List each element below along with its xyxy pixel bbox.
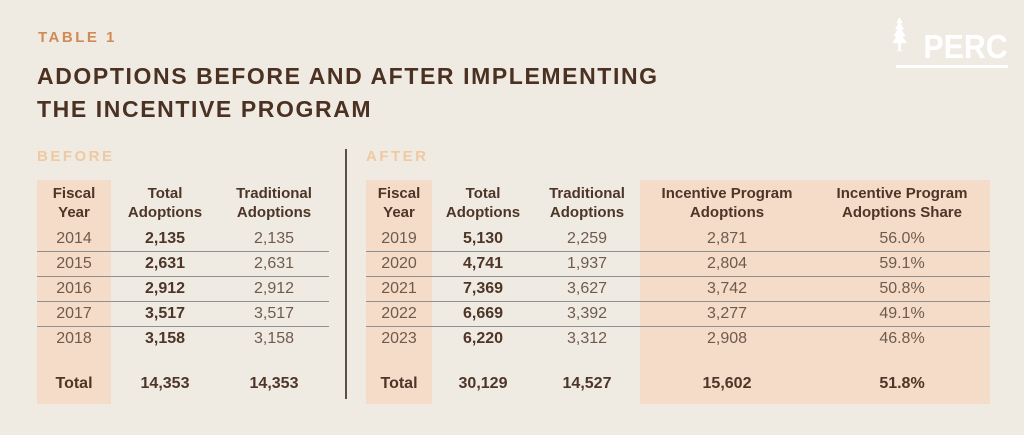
total-adoptions-total-cell: 14,353 [140, 375, 190, 392]
traditional-adoptions-cell: 1,937 [534, 252, 640, 277]
traditional-adoptions-cell: 2,135 [219, 227, 329, 252]
table-number-label: TABLE 1 [38, 29, 117, 46]
before-table: Fiscal Year Total Adoptions Traditional … [37, 180, 329, 404]
col-header-incentive-adoptions: Incentive Program Adoptions [640, 180, 814, 227]
total-adoptions-cell: 2,135 [111, 227, 219, 252]
total-adoptions-cell: 3,517 [111, 302, 219, 327]
vertical-divider [345, 149, 347, 399]
perc-logo: PERC [892, 15, 1008, 68]
before-section: BEFORE Fiscal Year Total Adoptions Tradi… [37, 148, 329, 404]
traditional-adoptions-cell: 3,517 [219, 302, 329, 327]
col-header-traditional-adoptions: Traditional Adoptions [549, 184, 625, 221]
perc-logo-row: PERC [892, 15, 1008, 65]
traditional-adoptions-cell: 3,627 [534, 277, 640, 302]
incentive-share-cell: 46.8% [814, 327, 990, 352]
total-label-cell: Total [37, 364, 111, 404]
fiscal-year-cell: 2023 [366, 327, 432, 352]
total-adoptions-cell: 3,158 [144, 330, 186, 347]
after-section-label: AFTER [366, 148, 429, 165]
col-header-incentive-share: Incentive Program Adoptions Share [814, 180, 990, 227]
col-header-fiscal-year: Fiscal Year [37, 180, 111, 227]
fiscal-year-cell: 2017 [37, 302, 111, 327]
traditional-adoptions-cell: 3,392 [534, 302, 640, 327]
total-adoptions-cell: 2,912 [111, 277, 219, 302]
col-header-total-adoptions: Total Adoptions [127, 184, 203, 221]
before-section-label: BEFORE [37, 148, 115, 165]
fiscal-year-cell: 2022 [366, 302, 432, 327]
total-adoptions-cell: 4,741 [432, 252, 534, 277]
fiscal-year-cell: 2018 [37, 327, 111, 352]
col-header-traditional-adoptions: Traditional Adoptions [236, 184, 312, 221]
page-title: ADOPTIONS BEFORE AND AFTER IMPLEMENTING T… [37, 60, 659, 127]
total-adoptions-cell: 2,631 [111, 252, 219, 277]
perc-logo-underline [896, 65, 1008, 68]
incentive-adoptions-cell: 2,871 [640, 227, 814, 252]
traditional-adoptions-cell: 3,158 [253, 330, 295, 347]
traditional-adoptions-total-cell: 14,353 [249, 375, 299, 392]
traditional-adoptions-cell: 3,312 [566, 330, 608, 347]
traditional-adoptions-total-cell: 14,527 [562, 375, 612, 392]
total-adoptions-total-cell: 30,129 [458, 375, 508, 392]
perc-logo-text: PERC [923, 27, 1008, 65]
incentive-adoptions-cell: 2,908 [640, 327, 814, 352]
incentive-share-cell: 50.8% [814, 277, 990, 302]
incentive-adoptions-total-cell: 15,602 [640, 364, 814, 404]
total-label-cell: Total [366, 364, 432, 404]
title-line-1: ADOPTIONS BEFORE AND AFTER IMPLEMENTING [37, 63, 659, 89]
after-section: AFTER Fiscal Year Total Adoptions Tradit… [366, 148, 990, 404]
incentive-share-cell: 49.1% [814, 302, 990, 327]
incentive-adoptions-cell: 2,804 [640, 252, 814, 277]
pine-tree-icon [886, 15, 913, 60]
traditional-adoptions-cell: 2,912 [219, 277, 329, 302]
total-adoptions-cell: 6,669 [432, 302, 534, 327]
total-adoptions-cell: 5,130 [432, 227, 534, 252]
incentive-share-cell: 59.1% [814, 252, 990, 277]
fiscal-year-cell: 2019 [366, 227, 432, 252]
traditional-adoptions-cell: 2,631 [219, 252, 329, 277]
fiscal-year-cell: 2021 [366, 277, 432, 302]
fiscal-year-cell: 2015 [37, 252, 111, 277]
incentive-adoptions-cell: 3,742 [640, 277, 814, 302]
total-adoptions-cell: 7,369 [432, 277, 534, 302]
traditional-adoptions-cell: 2,259 [534, 227, 640, 252]
incentive-adoptions-cell: 3,277 [640, 302, 814, 327]
after-table: Fiscal Year Total Adoptions Traditional … [366, 180, 990, 404]
col-header-fiscal-year: Fiscal Year [366, 180, 432, 227]
fiscal-year-cell: 2020 [366, 252, 432, 277]
incentive-share-cell: 56.0% [814, 227, 990, 252]
incentive-share-total-cell: 51.8% [814, 364, 990, 404]
fiscal-year-cell: 2016 [37, 277, 111, 302]
fiscal-year-cell: 2014 [37, 227, 111, 252]
title-line-2: THE INCENTIVE PROGRAM [37, 96, 373, 123]
total-adoptions-cell: 6,220 [462, 330, 504, 347]
col-header-total-adoptions: Total Adoptions [445, 184, 521, 221]
